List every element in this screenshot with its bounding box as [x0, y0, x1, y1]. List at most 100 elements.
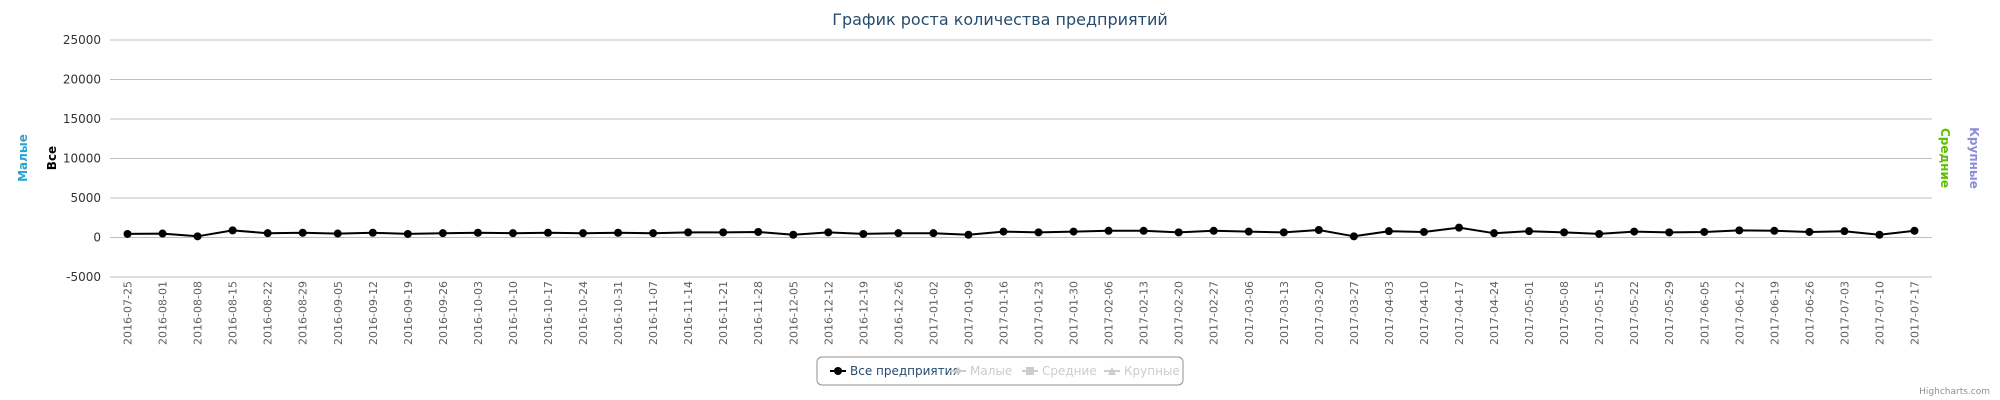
data-point[interactable]: [754, 227, 763, 236]
data-point[interactable]: [1139, 226, 1148, 235]
legend-box: [816, 356, 1184, 386]
data-point[interactable]: [473, 228, 482, 237]
x-tick-label: 2016-10-03: [472, 281, 485, 345]
x-tick-label: 2016-08-22: [262, 281, 275, 345]
data-point[interactable]: [1069, 227, 1078, 236]
x-tick-label: 2017-04-03: [1383, 281, 1396, 345]
legend-marker: [954, 367, 962, 375]
x-tick-label: 2017-05-22: [1628, 281, 1641, 345]
data-point[interactable]: [894, 229, 903, 238]
data-point[interactable]: [158, 229, 167, 238]
x-tick-label: 2016-09-26: [437, 281, 450, 345]
x-tick-label: 2016-12-12: [822, 281, 835, 345]
data-point[interactable]: [614, 228, 623, 237]
data-point[interactable]: [1314, 225, 1323, 234]
data-point[interactable]: [1910, 226, 1919, 235]
legend-label: Малые: [970, 364, 1012, 378]
x-tick-label: 2017-06-12: [1733, 281, 1746, 345]
legend-item[interactable]: Средние: [1022, 364, 1097, 378]
x-tick-label: 2017-01-30: [1068, 281, 1081, 345]
data-point[interactable]: [1875, 230, 1884, 239]
data-point[interactable]: [333, 229, 342, 238]
data-point[interactable]: [859, 229, 868, 238]
data-point[interactable]: [1104, 226, 1113, 235]
chart-title: График роста количества предприятий: [832, 10, 1168, 29]
data-point[interactable]: [684, 228, 693, 237]
legend-label: Крупные: [1124, 364, 1180, 378]
x-tick-label: 2017-06-05: [1698, 281, 1711, 345]
grid: [110, 39, 1932, 278]
data-point[interactable]: [1244, 227, 1253, 236]
y-axis-ticks: -5000 0 5000 10000 15000 20000 25000: [63, 33, 101, 284]
legend-item[interactable]: Крупные: [1104, 364, 1180, 378]
x-tick-label: 2017-01-16: [997, 281, 1010, 345]
data-point[interactable]: [508, 229, 517, 238]
x-tick-label: 2017-06-26: [1803, 281, 1816, 345]
x-tick-label: 2016-09-12: [367, 281, 380, 345]
data-point[interactable]: [123, 229, 132, 238]
data-point[interactable]: [929, 229, 938, 238]
data-point[interactable]: [649, 229, 658, 238]
data-point[interactable]: [1805, 227, 1814, 236]
x-tick-label: 2017-01-02: [927, 281, 940, 345]
data-point[interactable]: [1209, 226, 1218, 235]
data-point[interactable]: [789, 230, 798, 239]
legend-item[interactable]: Малые: [950, 364, 1012, 378]
data-point[interactable]: [999, 227, 1008, 236]
data-point[interactable]: [1174, 228, 1183, 237]
data-point[interactable]: [1349, 232, 1358, 241]
data-point[interactable]: [368, 228, 377, 237]
x-tick-label: 2016-09-19: [402, 281, 415, 345]
x-axis-ticks: 2016-07-25 2016-08-01 2016-08-08 2016-08-15…: [122, 281, 1922, 345]
data-point[interactable]: [1279, 228, 1288, 237]
data-point[interactable]: [1034, 228, 1043, 237]
data-point[interactable]: [964, 230, 973, 239]
data-point[interactable]: [824, 228, 833, 237]
axis-titles: Малые Все Средние Крупные: [16, 127, 1981, 189]
data-point[interactable]: [403, 229, 412, 238]
y-axis-title-all: Все: [45, 146, 59, 170]
data-point[interactable]: [298, 228, 307, 237]
y-axis-title-small: Малые: [16, 134, 30, 182]
data-point[interactable]: [1419, 227, 1428, 236]
data-point[interactable]: [1665, 228, 1674, 237]
data-point[interactable]: [719, 228, 728, 237]
data-point[interactable]: [1770, 226, 1779, 235]
data-point[interactable]: [1525, 227, 1534, 236]
x-tick-label: 2017-05-08: [1558, 281, 1571, 345]
data-point[interactable]: [1700, 227, 1709, 236]
x-tick-label: 2017-03-06: [1243, 281, 1256, 345]
x-tick-label: 2017-02-13: [1138, 281, 1151, 345]
x-tick-label: 2016-07-25: [122, 281, 135, 345]
data-point[interactable]: [579, 229, 588, 238]
series: [123, 223, 1919, 241]
data-point[interactable]: [543, 228, 552, 237]
x-tick-label: 2017-02-06: [1103, 281, 1116, 345]
x-tick-label: 2017-03-13: [1278, 281, 1291, 345]
data-point[interactable]: [1735, 226, 1744, 235]
data-point[interactable]: [263, 229, 272, 238]
x-tick-label: 2017-05-15: [1593, 281, 1606, 345]
x-tick-label: 2016-10-24: [577, 281, 590, 345]
x-tick-label: 2017-01-09: [962, 281, 975, 345]
data-point[interactable]: [1840, 227, 1849, 236]
data-point[interactable]: [438, 229, 447, 238]
x-tick-label: 2017-04-24: [1488, 281, 1501, 345]
y-tick-label: 25000: [63, 33, 101, 47]
data-point[interactable]: [1454, 223, 1463, 232]
data-point[interactable]: [1490, 229, 1499, 238]
credits-link[interactable]: Highcharts.com: [1919, 387, 1990, 397]
data-point[interactable]: [1384, 227, 1393, 236]
data-point[interactable]: [228, 226, 237, 235]
data-point[interactable]: [193, 232, 202, 241]
data-point[interactable]: [1630, 227, 1639, 236]
data-point[interactable]: [1560, 228, 1569, 237]
x-tick-label: 2016-12-05: [787, 281, 800, 345]
legend-item[interactable]: Все предприятия: [830, 364, 960, 378]
legend-label: Средние: [1042, 364, 1097, 378]
x-tick-label: 2016-08-29: [297, 281, 310, 345]
x-tick-label: 2017-07-03: [1838, 281, 1851, 345]
data-point[interactable]: [1595, 229, 1604, 238]
